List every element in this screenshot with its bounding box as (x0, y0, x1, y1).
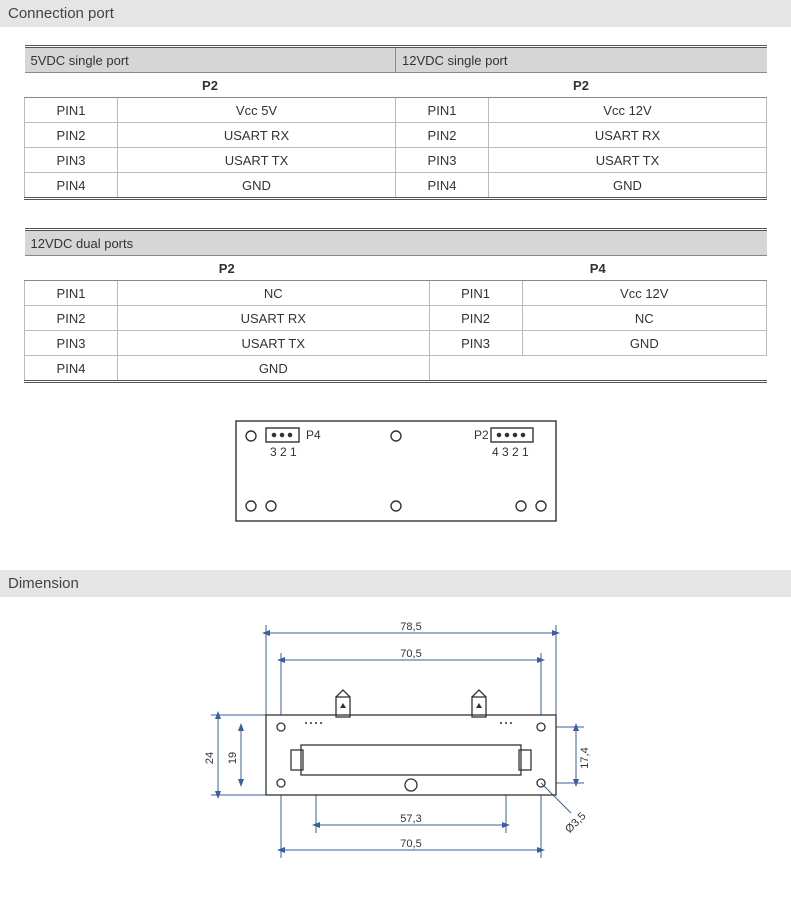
cell-val: USART RX (489, 123, 767, 148)
p2-label: P2 (474, 428, 489, 442)
cell-pin: PIN2 (396, 123, 489, 148)
cell-pin: PIN4 (25, 173, 118, 199)
cell-pin: PIN3 (25, 331, 118, 356)
t2-left-sub: P2 (25, 256, 430, 281)
board-diagram: P4 P2 3 2 1 4 3 2 1 (24, 411, 767, 534)
t2-title: 12VDC dual ports (25, 230, 767, 256)
dim-overall-w: 78,5 (400, 621, 421, 633)
t2-right-sub: P4 (429, 256, 766, 281)
t1-left-title: 5VDC single port (25, 47, 396, 73)
cell-val: USART RX (118, 306, 430, 331)
cell-pin: PIN4 (396, 173, 489, 199)
cell-pin: PIN3 (396, 148, 489, 173)
cell-val: USART TX (489, 148, 767, 173)
cell-val: NC (118, 281, 430, 306)
p4-nums: 3 2 1 (270, 445, 297, 459)
cell-val: USART RX (118, 123, 396, 148)
cell-val: Vcc 12V (522, 281, 766, 306)
cell-val: GND (522, 331, 766, 356)
cell-pin: PIN2 (25, 123, 118, 148)
cell-pin: PIN2 (25, 306, 118, 331)
cell-pin: PIN3 (429, 331, 522, 356)
section-connection: Connection port (0, 0, 791, 27)
cell-pin: PIN1 (396, 98, 489, 123)
cell-pin: PIN4 (25, 356, 118, 382)
cell-val: USART TX (118, 148, 396, 173)
section-dimension: Dimension (0, 570, 791, 597)
table-single-port: 5VDC single port 12VDC single port P2 P2… (24, 45, 767, 200)
cell-val: NC (522, 306, 766, 331)
cell-pin: PIN1 (429, 281, 522, 306)
p2-nums: 4 3 2 1 (492, 445, 529, 459)
dim-h-in: 19 (227, 752, 239, 764)
cell-val: GND (489, 173, 767, 199)
cell-val: Vcc 5V (118, 98, 396, 123)
dim-hole: Ø3,5 (563, 810, 588, 835)
p4-label: P4 (306, 428, 321, 442)
dim-center-span: 57,3 (400, 813, 421, 825)
t1-left-sub: P2 (25, 73, 396, 98)
cell-val: Vcc 12V (489, 98, 767, 123)
dimension-drawing: 78,5 70,5 57,3 70,5 24 19 17,4 Ø3,5 (24, 615, 767, 878)
cell-pin: PIN1 (25, 281, 118, 306)
dim-h-right: 17,4 (579, 747, 591, 768)
dim-h-out: 24 (204, 752, 216, 764)
cell-pin: PIN1 (25, 98, 118, 123)
t1-right-title: 12VDC single port (396, 47, 767, 73)
t1-right-sub: P2 (396, 73, 767, 98)
cell-val (522, 356, 766, 382)
cell-pin: PIN2 (429, 306, 522, 331)
cell-val: GND (118, 356, 430, 382)
table-dual-ports: 12VDC dual ports P2 P4 PIN1 NC PIN1 Vcc … (24, 228, 767, 383)
cell-pin: PIN3 (25, 148, 118, 173)
cell-val: USART TX (118, 331, 430, 356)
dim-inner-w: 70,5 (400, 648, 421, 660)
cell-val: GND (118, 173, 396, 199)
cell-pin (429, 356, 522, 382)
dim-bottom-span: 70,5 (400, 838, 421, 850)
